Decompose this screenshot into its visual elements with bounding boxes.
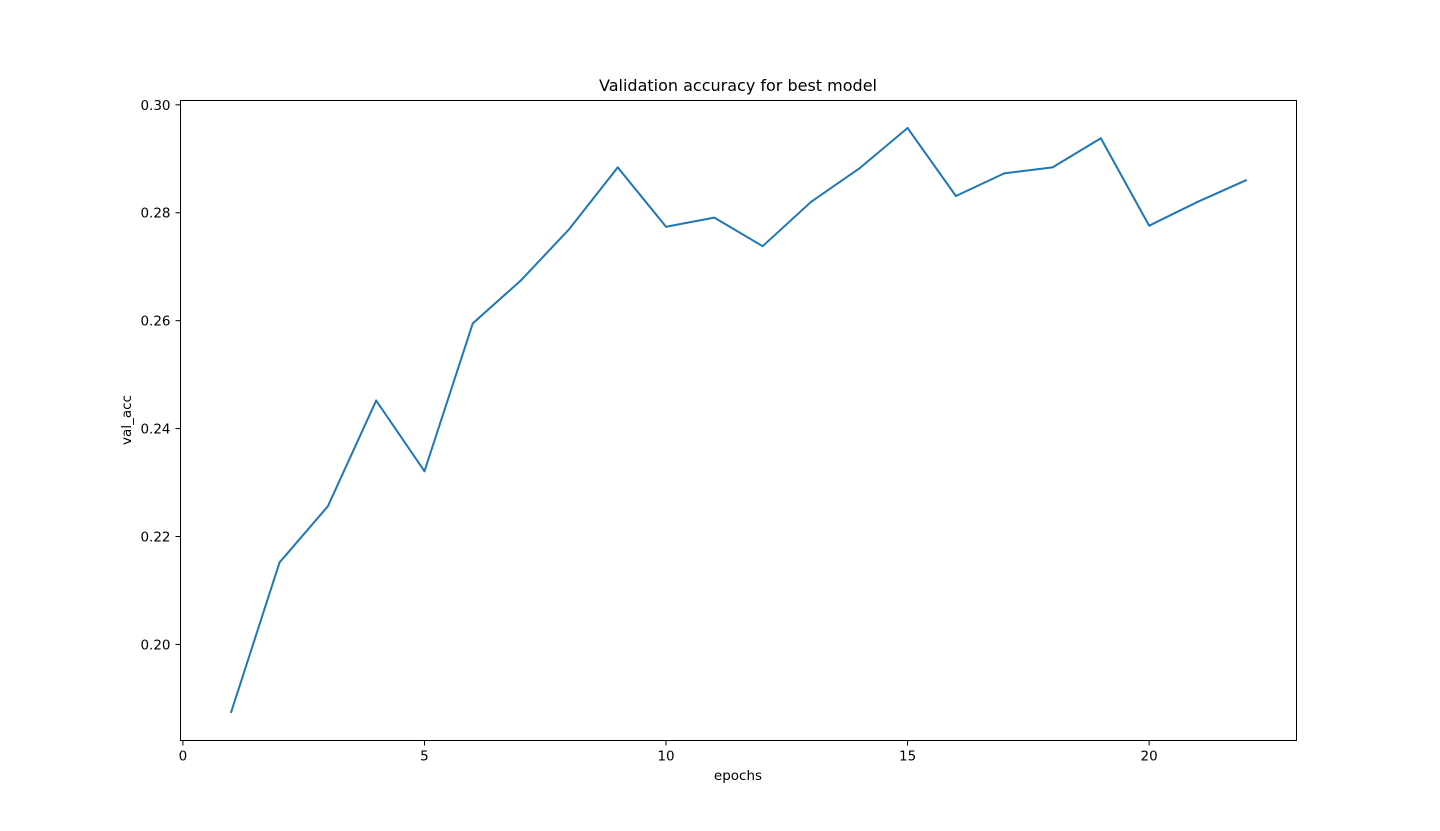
- data-point: [230, 710, 233, 713]
- y-axis-label: val_acc: [119, 395, 135, 445]
- data-point: [616, 166, 619, 169]
- plot-area: [180, 100, 1297, 741]
- data-point: [278, 561, 281, 564]
- y-tick-label: 0.20: [140, 637, 170, 653]
- series-line: [229, 127, 1248, 714]
- x-tick-label: 20: [1141, 749, 1158, 765]
- data-point: [809, 200, 812, 203]
- x-tick-label: 15: [899, 749, 916, 765]
- data-point: [423, 470, 426, 473]
- chart-title: Validation accuracy for best model: [599, 76, 877, 95]
- data-point: [1003, 172, 1006, 175]
- data-point: [761, 245, 764, 248]
- y-axis: 0.20 0.22 0.24 0.26 0.28 0.30: [140, 98, 181, 653]
- data-point: [665, 225, 668, 228]
- data-point: [713, 216, 716, 219]
- data-point: [1099, 137, 1102, 140]
- x-axis: 0 5 10 15 20: [179, 740, 1158, 765]
- plot-frame: [180, 100, 1297, 741]
- data-point: [1196, 200, 1199, 203]
- data-point: [1244, 179, 1247, 182]
- data-point: [1148, 224, 1151, 227]
- x-tick-label: 5: [420, 749, 429, 765]
- series-layer: [229, 127, 1248, 714]
- y-tick-label: 0.28: [140, 206, 170, 222]
- y-tick-label: 0.24: [140, 422, 170, 438]
- data-point: [1051, 166, 1054, 169]
- data-point: [326, 505, 329, 508]
- data-point: [375, 399, 378, 402]
- y-tick-label: 0.26: [140, 314, 170, 330]
- data-point: [954, 195, 957, 198]
- data-point: [568, 227, 571, 230]
- data-point: [520, 279, 523, 282]
- data-point: [858, 167, 861, 170]
- y-tick-label: 0.30: [140, 98, 170, 114]
- x-axis-label: epochs: [714, 768, 762, 784]
- x-tick-label: 0: [179, 749, 188, 765]
- y-tick-label: 0.22: [140, 530, 170, 546]
- x-tick-label: 10: [657, 749, 674, 765]
- data-point: [906, 127, 909, 130]
- data-point: [471, 322, 474, 325]
